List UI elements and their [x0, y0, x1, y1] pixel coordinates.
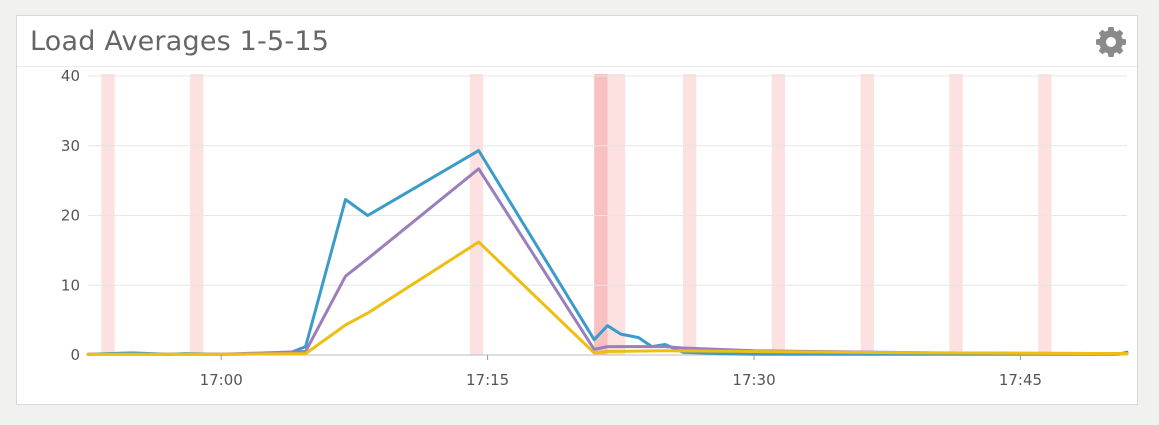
- x-tick-label: 17:30: [732, 371, 775, 389]
- highlight-band: [1038, 74, 1052, 355]
- x-axis: 17:00 17:15 17:30 17:45: [200, 355, 1042, 389]
- highlight-band: [682, 74, 697, 355]
- x-tick-label: 17:45: [999, 371, 1042, 389]
- highlight-band: [101, 74, 115, 355]
- y-tick-label: 40: [61, 67, 80, 85]
- highlight-band: [469, 74, 484, 355]
- y-tick-label: 20: [61, 207, 80, 225]
- series-lines: [86, 149, 1129, 356]
- panel-header: Load Averages 1-5-15: [17, 16, 1137, 67]
- highlight-band: [594, 74, 608, 355]
- y-tick-label: 30: [61, 137, 80, 155]
- gear-icon[interactable]: [1095, 25, 1127, 57]
- highlight-band: [607, 74, 626, 355]
- x-tick-label: 17:00: [200, 371, 243, 389]
- series-line-3: [86, 240, 1129, 356]
- y-tick-label: 10: [61, 276, 80, 294]
- highlight-band: [190, 74, 204, 355]
- highlight-band: [860, 74, 874, 355]
- y-axis: 0 10 20 30 40: [61, 67, 80, 364]
- highlight-band: [949, 74, 963, 355]
- x-tick-label: 17:15: [466, 371, 509, 389]
- highlight-band: [771, 74, 786, 355]
- y-tick-label: 0: [70, 346, 80, 364]
- panel-title: Load Averages 1-5-15: [30, 26, 330, 57]
